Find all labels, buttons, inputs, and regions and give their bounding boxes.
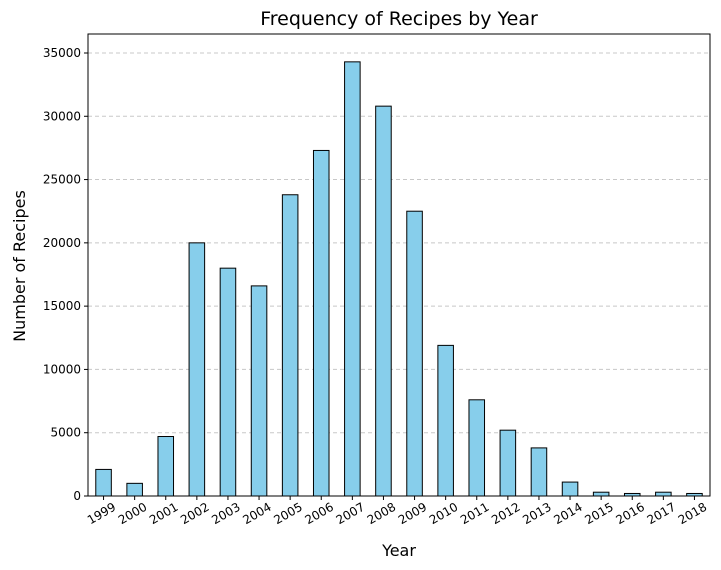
bar-2010 bbox=[437, 344, 454, 497]
x-tick-label: 2002 bbox=[178, 500, 211, 527]
y-tick-label: 20000 bbox=[43, 236, 81, 250]
x-tick-label: 1999 bbox=[85, 500, 118, 527]
bar-2005 bbox=[281, 194, 299, 497]
bar-1999 bbox=[95, 468, 112, 497]
x-tick-label: 2007 bbox=[334, 500, 367, 527]
grid-lines bbox=[88, 52, 710, 434]
x-axis-title: Year bbox=[381, 541, 416, 560]
x-tick-label: 2013 bbox=[520, 500, 553, 527]
y-tick-label: 25000 bbox=[43, 173, 81, 187]
bar-2013 bbox=[530, 447, 548, 497]
x-tick-label: 2010 bbox=[427, 500, 460, 527]
bar-2011 bbox=[468, 399, 486, 497]
x-axis-ticks: 1999200020012002200320042005200620072008… bbox=[85, 496, 709, 527]
bar-2017 bbox=[655, 491, 672, 497]
y-tick-label: 10000 bbox=[43, 362, 81, 376]
bars bbox=[95, 61, 703, 497]
x-tick-label: 2006 bbox=[303, 500, 336, 527]
x-tick-label: 2018 bbox=[676, 500, 709, 527]
bar-2012 bbox=[499, 429, 517, 497]
bar-2014 bbox=[561, 481, 579, 497]
y-tick-label: 15000 bbox=[43, 299, 81, 313]
x-tick-label: 2009 bbox=[396, 500, 429, 527]
y-tick-label: 0 bbox=[73, 489, 81, 503]
plot-area-frame bbox=[87, 33, 711, 497]
x-tick-label: 2005 bbox=[271, 500, 304, 527]
chart-title: Frequency of Recipes by Year bbox=[260, 8, 538, 30]
bar-2002 bbox=[188, 242, 206, 497]
y-axis-title: Number of Recipes bbox=[10, 190, 29, 342]
bar-2007 bbox=[344, 61, 361, 497]
y-tick-label: 30000 bbox=[43, 109, 81, 123]
bar-2004 bbox=[250, 285, 268, 497]
bar-2015 bbox=[592, 491, 610, 497]
y-tick-label: 5000 bbox=[50, 426, 81, 440]
bar-2003 bbox=[219, 267, 237, 497]
x-tick-label: 2011 bbox=[458, 500, 491, 527]
bar-2008 bbox=[375, 105, 392, 497]
y-tick-label: 35000 bbox=[43, 46, 81, 60]
x-tick-label: 2012 bbox=[489, 500, 522, 527]
bar-2006 bbox=[312, 149, 330, 497]
y-axis-ticks: 0 5000 10000 15000 20000 25000 30000 35000 bbox=[43, 46, 88, 503]
bar-2009 bbox=[406, 210, 423, 497]
x-tick-label: 2003 bbox=[209, 500, 242, 527]
bar-2000 bbox=[126, 482, 143, 497]
x-tick-label: 2008 bbox=[365, 500, 398, 527]
x-tick-label: 2004 bbox=[240, 500, 273, 527]
x-tick-label: 2015 bbox=[582, 500, 615, 527]
x-tick-label: 2001 bbox=[147, 500, 180, 527]
x-tick-label: 2014 bbox=[551, 500, 584, 527]
x-tick-label: 2016 bbox=[614, 500, 647, 527]
x-tick-label: 2017 bbox=[645, 500, 678, 527]
x-tick-label: 2000 bbox=[116, 500, 149, 527]
bar-2001 bbox=[157, 436, 175, 497]
